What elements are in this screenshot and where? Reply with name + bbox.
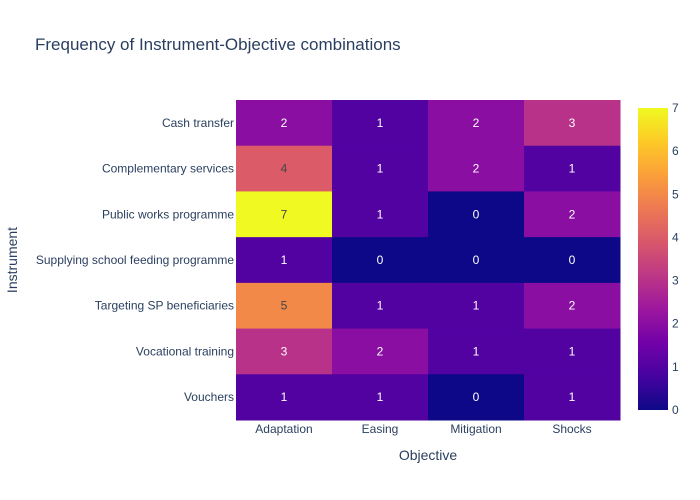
- colorbar: [638, 108, 668, 410]
- cell-value-label: 1: [569, 344, 576, 358]
- cell-value-label: 0: [473, 253, 480, 267]
- x-tick-label: Easing: [362, 422, 399, 436]
- heatmap-cell: [236, 282, 333, 330]
- heatmap-cell: [428, 237, 525, 284]
- cell-value-label: 2: [281, 116, 288, 130]
- cell-value-label: 2: [473, 116, 480, 130]
- heatmap-cell: [524, 145, 621, 192]
- heatmap-cell: [428, 191, 525, 238]
- heatmap-cell: [332, 328, 429, 375]
- heatmap-cell: [332, 191, 429, 238]
- y-tick-label: Targeting SP beneficiaries: [95, 299, 234, 313]
- heatmap-cell: [236, 328, 333, 375]
- x-tick-label: Mitigation: [450, 422, 501, 436]
- cell-value-label: 1: [377, 207, 384, 221]
- cell-value-label: 5: [281, 299, 288, 313]
- heatmap-cell: [236, 100, 333, 147]
- colorbar-tick-label: 2: [672, 317, 679, 331]
- y-tick-label: Public works programme: [102, 207, 234, 221]
- heatmap-cell: [524, 191, 621, 238]
- heatmap-cell: [236, 191, 333, 238]
- cell-value-label: 0: [569, 253, 576, 267]
- colorbar-tick-label: 1: [672, 360, 679, 374]
- x-tick-label: Adaptation: [255, 422, 312, 436]
- heatmap-cell: [236, 237, 333, 284]
- heatmap-cell: [524, 328, 621, 375]
- cell-value-label: 2: [569, 299, 576, 313]
- heatmap-cell: [524, 374, 621, 421]
- heatmap-cell: [428, 100, 525, 147]
- heatmap-cell: [332, 282, 429, 330]
- y-tick-label: Supplying school feeding programme: [36, 253, 234, 267]
- cell-value-label: 1: [377, 299, 384, 313]
- heatmap-cell: [332, 237, 429, 284]
- heatmap-cell: [236, 374, 333, 421]
- heatmap-cell: [428, 282, 525, 330]
- cell-value-label: 1: [377, 162, 384, 176]
- colorbar-tick-label: 4: [672, 230, 679, 244]
- x-axis-label: Objective: [399, 447, 458, 463]
- cell-value-label: 1: [377, 116, 384, 130]
- heatmap-cell: [332, 145, 429, 192]
- cell-value-label: 0: [473, 390, 480, 404]
- y-tick-label: Complementary services: [102, 162, 234, 176]
- cell-value-label: 2: [473, 162, 480, 176]
- heatmap-cell: [524, 282, 621, 330]
- cell-value-label: 7: [281, 207, 288, 221]
- cell-value-label: 0: [473, 207, 480, 221]
- cell-value-label: 1: [473, 344, 480, 358]
- chart-title: Frequency of Instrument-Objective combin…: [35, 35, 401, 54]
- y-axis-label: Instrument: [4, 227, 20, 293]
- y-tick-label: Cash transfer: [162, 116, 234, 130]
- cell-value-label: 0: [377, 253, 384, 267]
- y-tick-label: Vocational training: [136, 344, 234, 358]
- x-tick-label: Shocks: [552, 422, 591, 436]
- heatmap-cell: [428, 374, 525, 421]
- cell-value-label: 1: [473, 299, 480, 313]
- cell-value-label: 2: [377, 344, 384, 358]
- heatmap-cell: [332, 374, 429, 421]
- heatmap-cell: [332, 100, 429, 147]
- cell-value-label: 3: [281, 344, 288, 358]
- colorbar-tick-label: 3: [672, 274, 679, 288]
- cell-value-label: 1: [569, 390, 576, 404]
- heatmap-cell: [428, 145, 525, 192]
- colorbar-tick-label: 0: [672, 403, 679, 417]
- cell-value-label: 2: [569, 207, 576, 221]
- cell-value-label: 1: [281, 390, 288, 404]
- heatmap-cell: [428, 328, 525, 375]
- colorbar-tick-label: 5: [672, 187, 679, 201]
- colorbar-tick-label: 7: [672, 101, 679, 115]
- heatmap-cell: [524, 100, 621, 147]
- y-tick-label: Vouchers: [184, 390, 234, 404]
- cell-value-label: 4: [281, 162, 288, 176]
- cell-value-label: 1: [377, 390, 384, 404]
- heatmap-cell: [524, 237, 621, 284]
- cell-value-label: 1: [569, 162, 576, 176]
- cell-value-label: 3: [569, 116, 576, 130]
- cell-value-label: 1: [281, 253, 288, 267]
- colorbar-tick-label: 6: [672, 144, 679, 158]
- heatmap-cell: [236, 145, 333, 192]
